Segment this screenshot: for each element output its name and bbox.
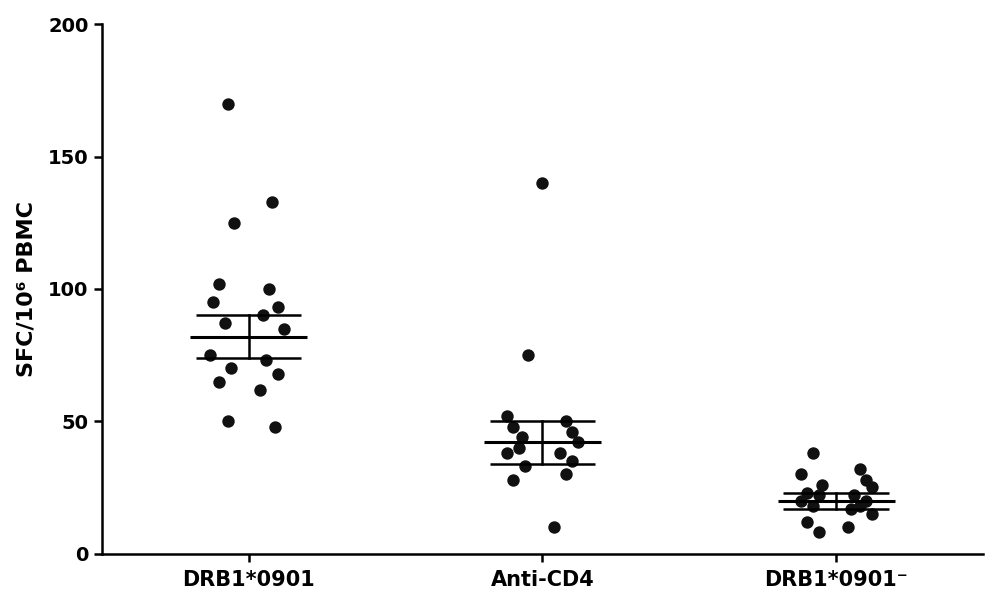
Point [558, 469, 574, 479]
Point [843, 504, 859, 514]
Point [270, 369, 286, 379]
Point [852, 501, 868, 511]
Point [811, 490, 827, 500]
Point [258, 356, 274, 365]
Point [805, 448, 821, 458]
Point [864, 509, 880, 519]
Point [814, 480, 830, 490]
Point [846, 490, 862, 500]
Point [799, 488, 815, 498]
Point [864, 483, 880, 492]
Point [226, 218, 242, 228]
Point [514, 432, 530, 442]
Point [202, 350, 218, 360]
Point [840, 523, 856, 532]
Point [211, 377, 227, 387]
Point [799, 517, 815, 527]
Y-axis label: SFC/10⁶ PBMC: SFC/10⁶ PBMC [17, 201, 37, 377]
Point [558, 416, 574, 426]
Point [570, 438, 586, 447]
Point [505, 422, 521, 432]
Point [223, 364, 239, 373]
Point [220, 416, 236, 426]
Point [564, 456, 580, 466]
Point [858, 475, 874, 484]
Point [276, 324, 292, 333]
Point [261, 284, 277, 294]
Point [217, 319, 233, 328]
Point [499, 448, 515, 458]
Point [564, 427, 580, 437]
Point [811, 527, 827, 537]
Point [499, 411, 515, 421]
Point [520, 350, 536, 360]
Point [511, 443, 527, 453]
Point [205, 297, 221, 307]
Point [270, 303, 286, 313]
Point [805, 501, 821, 511]
Point [505, 475, 521, 484]
Point [255, 311, 271, 320]
Point [552, 448, 568, 458]
Point [793, 496, 809, 506]
Point [517, 461, 533, 471]
Point [211, 279, 227, 288]
Point [267, 422, 283, 432]
Point [546, 523, 562, 532]
Point [220, 99, 236, 109]
Point [534, 178, 550, 188]
Point [793, 469, 809, 479]
Point [858, 496, 874, 506]
Point [252, 385, 268, 395]
Point [264, 197, 280, 206]
Point [852, 464, 868, 474]
